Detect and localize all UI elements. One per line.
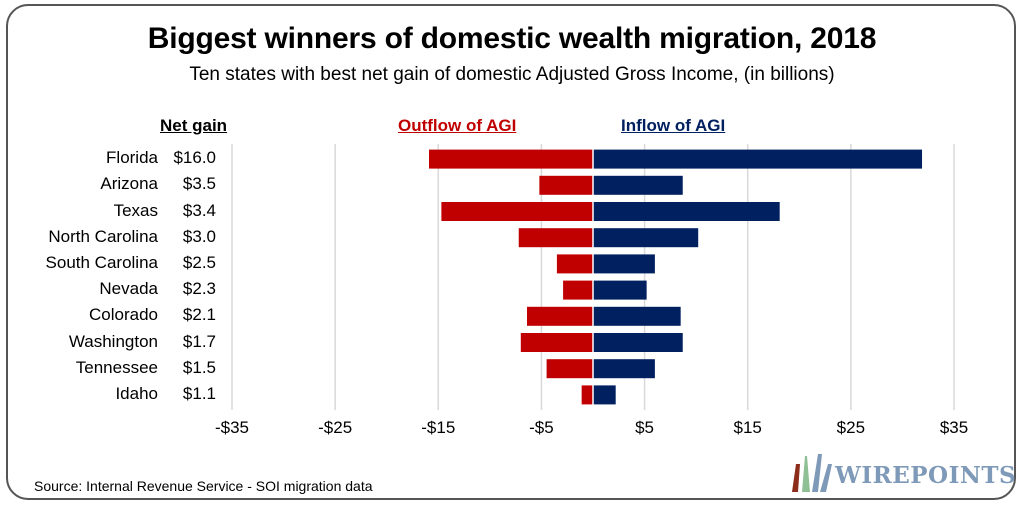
net-gain-header: Net gain bbox=[160, 116, 228, 135]
logo-mark-icon bbox=[792, 454, 832, 492]
inflow-bar bbox=[593, 280, 647, 300]
net-gain-value: $3.0 bbox=[182, 226, 216, 246]
inflow-bar bbox=[593, 254, 655, 274]
state-label: Tennessee bbox=[75, 357, 158, 377]
inflow-bar bbox=[593, 359, 655, 379]
net-gain-value: $1.7 bbox=[182, 331, 216, 351]
net-gain-value: $16.0 bbox=[173, 148, 216, 168]
source-note: Source: Internal Revenue Service - SOI m… bbox=[34, 478, 373, 494]
net-gain-value: $1.1 bbox=[182, 383, 216, 403]
state-label: South Carolina bbox=[45, 252, 158, 272]
net-gain-value: $2.5 bbox=[182, 252, 216, 272]
inflow-bar bbox=[593, 228, 699, 248]
outflow-bar bbox=[441, 202, 593, 221]
x-tick-label: $15 bbox=[733, 418, 762, 437]
net-gain-value: $2.3 bbox=[182, 279, 216, 299]
inflow-bar bbox=[593, 149, 923, 169]
outflow-bar bbox=[429, 149, 593, 169]
outflow-bar bbox=[539, 175, 593, 195]
chart-subtitle: Ten states with best net gain of domesti… bbox=[189, 64, 835, 85]
outflow-bar bbox=[563, 280, 593, 300]
net-gain-value: $3.5 bbox=[182, 174, 216, 194]
state-label: Arizona bbox=[100, 174, 158, 194]
inflow-bar bbox=[593, 175, 683, 195]
outflow-bar bbox=[581, 385, 593, 405]
outflow-bar bbox=[556, 254, 593, 274]
inflow-bar bbox=[593, 333, 683, 352]
state-label: Florida bbox=[106, 148, 158, 168]
outflow-header: Outflow of AGI bbox=[398, 116, 517, 135]
x-tick-label: $25 bbox=[836, 418, 866, 437]
x-tick-label: -$25 bbox=[318, 418, 353, 437]
net-gain-value: $1.5 bbox=[182, 357, 216, 377]
net-gain-value: $2.1 bbox=[182, 305, 216, 325]
state-label: Texas bbox=[113, 200, 158, 220]
state-label: Colorado bbox=[89, 305, 158, 325]
chart-title: Biggest winners of domestic wealth migra… bbox=[147, 22, 877, 55]
x-tick-label: -$35 bbox=[214, 418, 250, 437]
outflow-bar bbox=[546, 359, 593, 379]
state-label: Nevada bbox=[99, 279, 158, 299]
inflow-bar bbox=[593, 385, 616, 405]
inflow-bar bbox=[593, 202, 780, 221]
state-label: North Carolina bbox=[48, 226, 158, 246]
x-tick-label: $35 bbox=[939, 418, 969, 437]
state-label: Washington bbox=[68, 331, 158, 351]
x-tick-label: -$5 bbox=[529, 418, 554, 437]
x-tick-label: $5 bbox=[635, 418, 655, 437]
outflow-bar bbox=[526, 306, 593, 326]
net-gain-value: $3.4 bbox=[182, 200, 216, 220]
outflow-bar bbox=[520, 333, 593, 352]
inflow-bar bbox=[593, 306, 681, 326]
chart-frame bbox=[6, 4, 1016, 500]
logo-text: WIREPOINTS bbox=[835, 462, 1017, 489]
inflow-header: Inflow of AGI bbox=[621, 116, 726, 135]
x-tick-label: -$15 bbox=[421, 418, 456, 437]
outflow-bar bbox=[518, 228, 593, 248]
state-label: Idaho bbox=[115, 383, 158, 403]
wirepoints-logo: WIREPOINTS bbox=[790, 452, 1016, 494]
